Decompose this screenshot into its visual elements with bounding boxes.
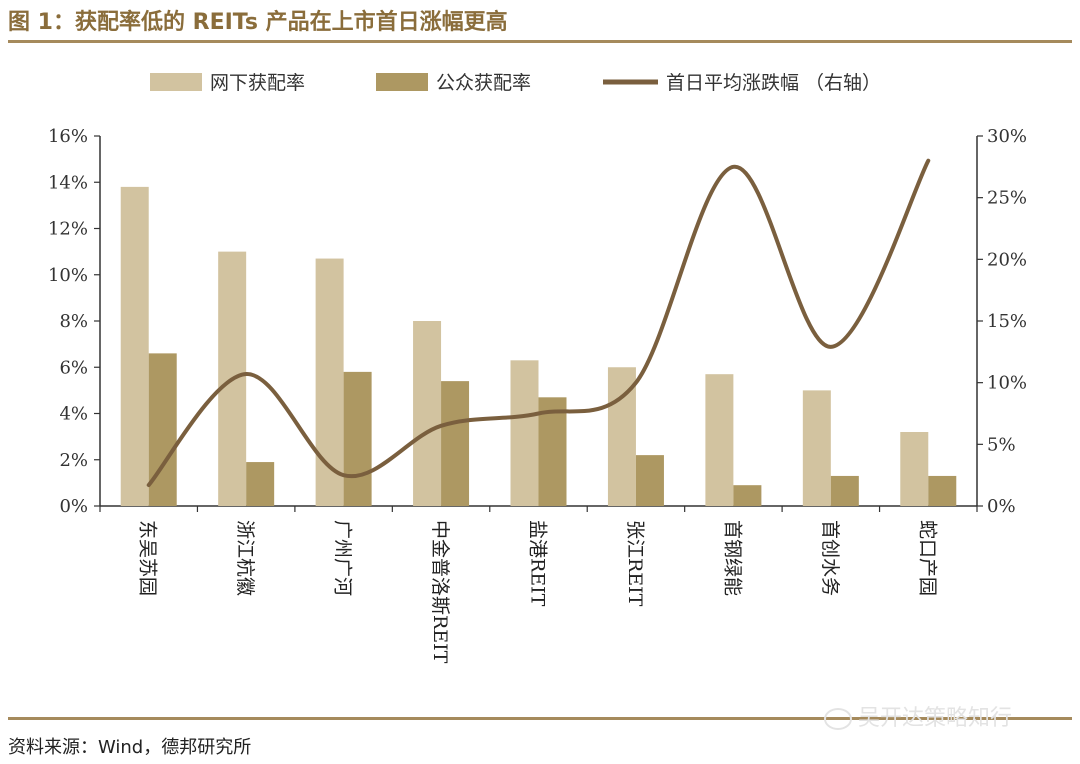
category-label: 首钢绿能: [721, 520, 743, 596]
left-tick-label: 4%: [59, 404, 88, 425]
right-tick-label: 30%: [987, 126, 1027, 147]
figure-title: 图 1：获配率低的 REITs 产品在上市首日涨幅更高: [8, 10, 508, 35]
legend: 网下获配率 公众获配率 首日平均涨跌幅 （右轴）: [150, 72, 881, 94]
category-label: 首创水务: [819, 520, 841, 596]
bars: [120, 186, 957, 506]
line-first-day-return: [146, 158, 931, 488]
bar-offline: [802, 390, 831, 506]
category-labels: 东吴苏园 浙江杭徽 广州广河 中金普洛斯REIT 盐港REIT 张江REIT 首钢绿能 首创水…: [137, 520, 939, 664]
source-note: 资料来源：Wind，德邦研究所: [8, 737, 252, 758]
watermark: 吴开达策略知行: [824, 700, 1012, 732]
bar-offline: [413, 321, 442, 506]
right-tick-label: 0%: [987, 496, 1016, 517]
bar-public: [441, 381, 470, 506]
bottom-rule: [8, 717, 1072, 720]
category-label: 盐港REIT: [527, 520, 549, 607]
bar-public: [928, 475, 957, 506]
left-tick-label: 10%: [48, 265, 88, 286]
category-label: 东吴苏园: [137, 520, 159, 596]
left-tick-label: 2%: [59, 450, 88, 471]
right-tick-label: 20%: [987, 249, 1027, 270]
line-series: [146, 158, 931, 488]
watermark-text: 吴开达策略知行: [858, 706, 1013, 731]
right-tick-label: 10%: [987, 373, 1027, 394]
left-tick-label: 12%: [48, 219, 88, 240]
bar-offline: [510, 360, 539, 506]
category-label: 浙江杭徽: [234, 520, 256, 596]
left-tick-label: 8%: [59, 311, 88, 332]
left-tick-label: 0%: [59, 496, 88, 517]
bar-public: [148, 353, 177, 506]
left-tick-label: 14%: [48, 172, 88, 193]
chart: 网下获配率 公众获配率 首日平均涨跌幅 （右轴） 0% 2% 4% 6% 8% 10% 12…: [48, 72, 1027, 664]
bar-public: [733, 485, 762, 506]
left-tick-label: 6%: [59, 357, 88, 378]
bar-public: [246, 462, 275, 506]
bar-offline: [120, 186, 149, 506]
bar-public: [830, 475, 859, 506]
category-label: 广州广河: [332, 520, 354, 596]
top-rule: [8, 40, 1072, 43]
legend-label-offline: 网下获配率: [210, 72, 305, 94]
legend-label-public: 公众获配率: [436, 72, 531, 94]
left-tick-label: 16%: [48, 126, 88, 147]
bar-public: [343, 371, 372, 506]
right-tick-label: 15%: [987, 311, 1027, 332]
category-label: 中金普洛斯REIT: [429, 520, 451, 664]
legend-swatch-public: [376, 73, 428, 91]
right-tick-label: 5%: [987, 434, 1016, 455]
legend-swatch-offline: [150, 73, 202, 91]
bar-offline: [900, 432, 929, 506]
right-tick-label: 25%: [987, 188, 1027, 209]
wechat-icon: [824, 708, 852, 730]
category-label: 张江REIT: [624, 520, 646, 607]
legend-label-line: 首日平均涨跌幅 （右轴）: [666, 72, 881, 94]
bar-public: [635, 455, 664, 506]
bar-offline: [705, 374, 734, 506]
bar-public: [538, 397, 567, 506]
category-label: 蛇口产园: [916, 520, 938, 596]
